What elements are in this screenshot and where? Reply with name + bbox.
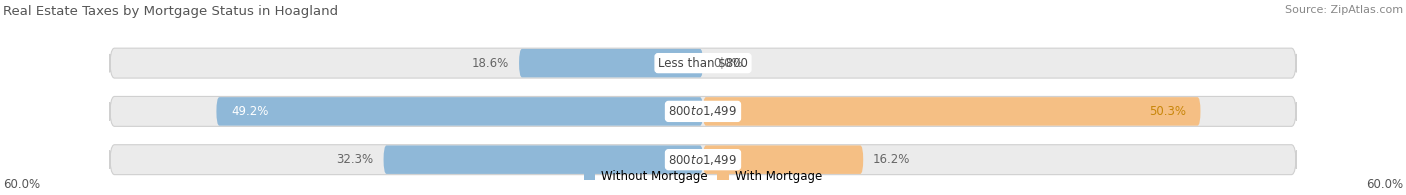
Text: Less than $800: Less than $800 (658, 57, 748, 70)
FancyBboxPatch shape (703, 97, 1201, 126)
FancyBboxPatch shape (110, 145, 1296, 175)
Text: Real Estate Taxes by Mortgage Status in Hoagland: Real Estate Taxes by Mortgage Status in … (3, 5, 337, 18)
FancyBboxPatch shape (110, 48, 1296, 78)
Text: 49.2%: 49.2% (231, 105, 269, 118)
FancyBboxPatch shape (217, 97, 703, 126)
FancyBboxPatch shape (519, 49, 703, 77)
Text: Source: ZipAtlas.com: Source: ZipAtlas.com (1285, 5, 1403, 15)
Text: $800 to $1,499: $800 to $1,499 (668, 153, 738, 167)
Text: 32.3%: 32.3% (336, 153, 374, 166)
Text: 16.2%: 16.2% (873, 153, 911, 166)
Legend: Without Mortgage, With Mortgage: Without Mortgage, With Mortgage (579, 165, 827, 187)
FancyBboxPatch shape (384, 145, 703, 174)
Text: 60.0%: 60.0% (1367, 178, 1403, 191)
Text: 0.0%: 0.0% (713, 57, 742, 70)
Text: 18.6%: 18.6% (472, 57, 509, 70)
Text: $800 to $1,499: $800 to $1,499 (668, 104, 738, 118)
FancyBboxPatch shape (703, 145, 863, 174)
FancyBboxPatch shape (110, 97, 1296, 126)
Text: 60.0%: 60.0% (3, 178, 39, 191)
Text: 50.3%: 50.3% (1149, 105, 1185, 118)
